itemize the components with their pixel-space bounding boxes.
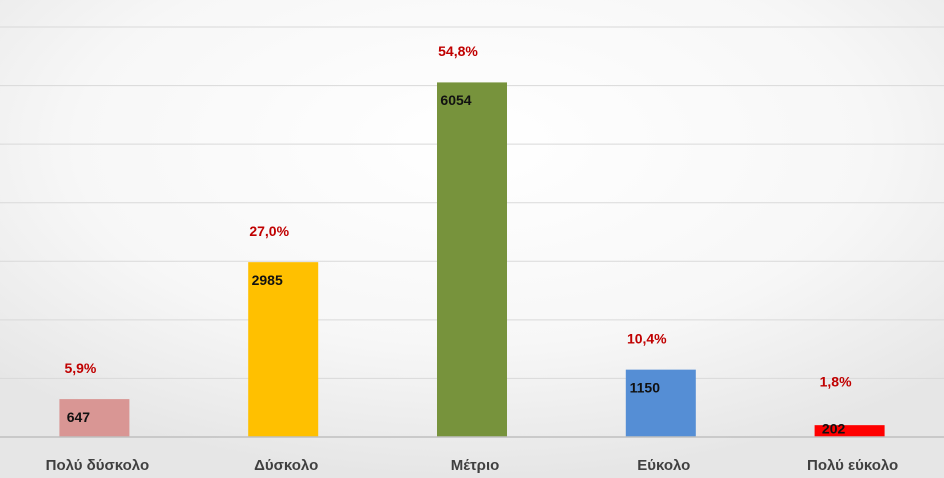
bar: [814, 425, 885, 437]
percent-label: 5,9%: [64, 360, 96, 376]
percent-label: 10,4%: [627, 330, 667, 346]
bar: [248, 262, 319, 437]
percent-label: 1,8%: [820, 374, 852, 390]
bar: [437, 82, 507, 437]
count-label: 2985: [252, 272, 283, 288]
x-tick-label: Εύκολο: [637, 457, 690, 474]
x-tick-label: Δύσκολο: [254, 457, 318, 474]
count-label: 202: [822, 421, 846, 437]
count-label: 647: [67, 409, 91, 425]
x-tick-label: Πολύ δύσκολο: [46, 457, 149, 474]
bar: [625, 369, 696, 437]
count-label: 6054: [440, 92, 471, 108]
x-tick-label: Μέτριο: [451, 457, 500, 474]
x-tick-label: Πολύ εύκολο: [807, 457, 898, 474]
count-label: 1150: [630, 379, 661, 395]
bar: [59, 399, 130, 437]
percent-label: 27,0%: [249, 223, 289, 239]
percent-label: 54,8%: [438, 43, 478, 59]
